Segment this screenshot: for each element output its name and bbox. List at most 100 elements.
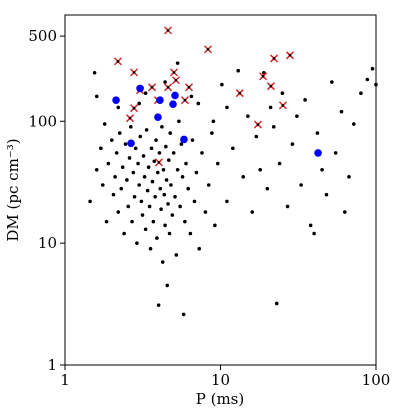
point — [138, 134, 143, 139]
point — [303, 98, 307, 102]
point — [370, 66, 375, 71]
point — [183, 219, 187, 224]
y-tick-label: 1 — [47, 356, 57, 374]
point — [225, 105, 229, 110]
point — [175, 61, 180, 65]
x-tick-label: 10 — [211, 371, 230, 389]
point — [295, 114, 299, 119]
point — [290, 142, 295, 146]
point — [143, 91, 148, 95]
point — [215, 161, 220, 166]
point — [168, 131, 173, 135]
point — [268, 105, 273, 110]
point — [102, 122, 107, 126]
point — [142, 175, 147, 179]
point — [175, 167, 180, 172]
point — [162, 192, 167, 197]
point — [165, 283, 170, 288]
cross-center — [116, 60, 120, 63]
point — [308, 223, 313, 228]
point — [150, 179, 155, 184]
point — [188, 231, 193, 236]
point — [299, 183, 303, 187]
cross-center — [206, 48, 210, 51]
point — [99, 146, 103, 151]
point — [194, 170, 199, 175]
cross-center — [288, 53, 292, 57]
point — [157, 151, 162, 155]
point — [163, 223, 167, 228]
highlight-point — [169, 100, 177, 109]
point — [246, 114, 250, 119]
point — [359, 91, 363, 95]
highlight-point — [136, 84, 144, 93]
highlight-point — [154, 113, 162, 122]
point — [110, 138, 114, 142]
point — [130, 219, 134, 224]
point — [177, 119, 181, 124]
point — [324, 192, 329, 197]
point — [192, 199, 197, 204]
cross-center — [187, 86, 191, 89]
point — [155, 170, 160, 175]
point — [180, 175, 185, 179]
cross-center — [150, 86, 154, 89]
point — [152, 159, 157, 164]
point — [178, 204, 182, 209]
point — [211, 119, 216, 124]
highlight-point — [171, 91, 179, 100]
point — [123, 142, 128, 146]
point — [144, 128, 149, 132]
cross-center — [166, 86, 170, 89]
point — [158, 186, 163, 191]
highlight-point — [112, 96, 120, 104]
point — [213, 223, 217, 228]
point — [119, 186, 124, 191]
point — [94, 167, 99, 172]
cross-center — [174, 78, 178, 82]
point — [156, 303, 161, 307]
point — [129, 125, 133, 129]
point — [111, 192, 116, 197]
point — [147, 204, 152, 209]
cross-center — [281, 104, 285, 107]
point — [141, 154, 146, 158]
point — [140, 213, 145, 217]
point — [149, 146, 154, 151]
point — [315, 131, 320, 135]
point — [280, 91, 285, 95]
point — [137, 101, 141, 106]
cross-center — [157, 161, 161, 164]
point — [106, 161, 111, 166]
point — [161, 167, 166, 172]
cross-center — [132, 106, 136, 110]
point — [196, 101, 201, 106]
point — [342, 210, 347, 214]
point — [173, 195, 177, 199]
point — [203, 210, 208, 214]
point — [186, 186, 191, 191]
point — [160, 125, 164, 129]
point — [122, 231, 126, 236]
point — [163, 80, 167, 84]
point — [145, 188, 150, 193]
highlight-point — [180, 135, 188, 144]
point — [133, 146, 138, 151]
point — [184, 161, 188, 166]
point — [330, 80, 334, 84]
highlight-point — [156, 96, 164, 104]
point — [131, 170, 136, 175]
point — [225, 199, 229, 204]
point — [94, 94, 99, 99]
point — [236, 68, 241, 73]
y-tick-label: 10 — [38, 234, 57, 252]
cross-center — [261, 74, 265, 78]
x-tick-label: 1 — [60, 371, 70, 389]
y-tick-label: 100 — [28, 112, 57, 130]
point — [271, 125, 276, 129]
point — [148, 246, 153, 251]
point — [241, 175, 246, 179]
cross-center — [272, 57, 276, 60]
point — [92, 70, 97, 75]
cross-center — [256, 123, 260, 126]
